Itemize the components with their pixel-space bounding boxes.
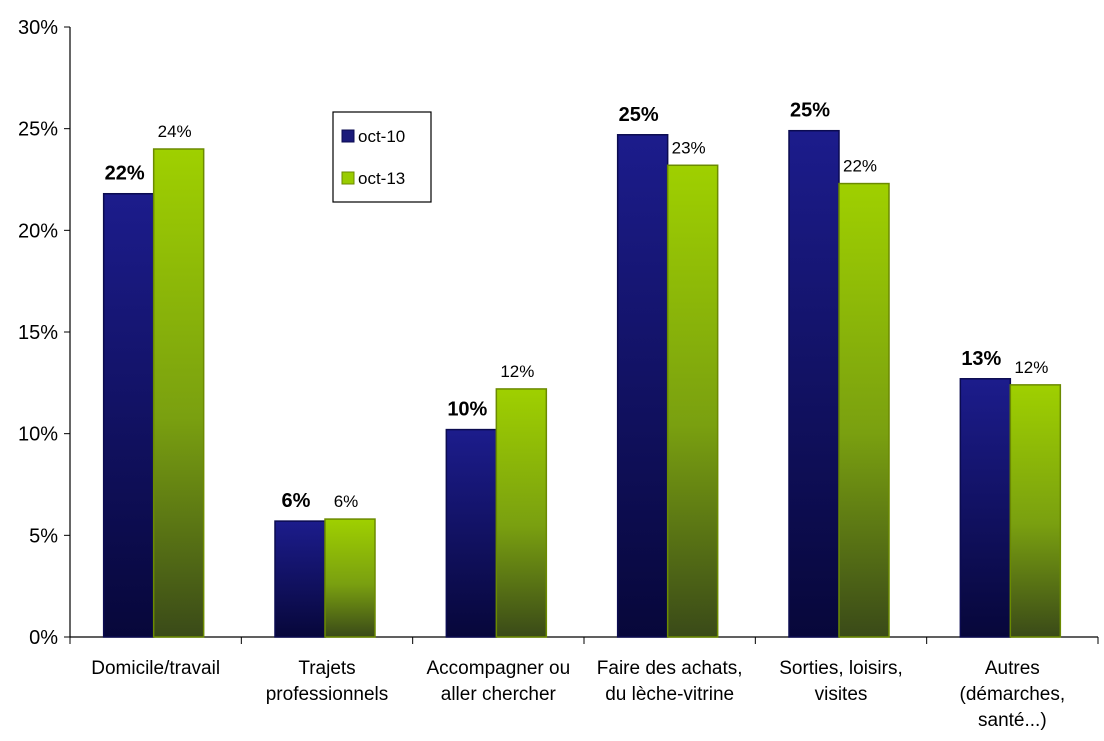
x-tick-label: professionnels: [266, 684, 389, 705]
y-tick-label: 25%: [18, 119, 58, 141]
x-tick-label: (démarches,: [960, 684, 1066, 705]
bar-oct-10-2: [445, 428, 498, 638]
data-label-oct-10-2: 10%: [447, 399, 487, 421]
legend-box: [332, 111, 432, 203]
x-tick-label: du lèche-vitrine: [605, 684, 734, 705]
bar-oct-13-1: [324, 518, 376, 638]
bar-oct-10-0: [102, 192, 155, 638]
legend-swatch-oct-13: [341, 171, 355, 185]
category-labels: Domicile/travail Trajets professionnels Acc…: [91, 658, 1065, 731]
data-label-oct-13-5: 12%: [1014, 358, 1048, 377]
y-tick-label: 20%: [18, 220, 58, 242]
x-tick-label: aller chercher: [441, 684, 557, 705]
x-tick-label: Autres: [985, 658, 1040, 679]
y-tick-label: 0%: [29, 627, 58, 649]
data-labels: 22% 24% 6% 6% 10% 12% 25% 23% 25% 22% 13% 12%: [105, 100, 1049, 512]
bar-oct-10-4: [788, 129, 840, 638]
data-label-oct-13-1: 6%: [334, 492, 359, 511]
x-tick-label: Accompagner ou: [427, 658, 571, 679]
bar-oct-13-3: [666, 164, 719, 638]
x-tick-label: santé...): [978, 710, 1047, 731]
legend-swatch-oct-10: [341, 129, 355, 143]
legend-label-oct-10: oct-10: [358, 127, 405, 146]
data-label-oct-10-1: 6%: [282, 490, 311, 512]
bar-oct-13-5: [1009, 384, 1062, 638]
axes: 0% 5% 10% 15% 20% 25% 30%: [18, 17, 1099, 649]
data-label-oct-13-0: 24%: [158, 122, 192, 141]
y-tick-label: 5%: [29, 525, 58, 547]
data-label-oct-10-5: 13%: [961, 348, 1001, 370]
legend: oct-10 oct-13: [332, 111, 432, 203]
y-tick-label: 10%: [18, 424, 58, 446]
bars: [102, 129, 1062, 638]
x-tick-label: Domicile/travail: [91, 658, 220, 679]
bar-oct-10-3: [616, 134, 669, 638]
data-label-oct-10-4: 25%: [790, 100, 830, 122]
x-tick-label: Faire des achats,: [597, 658, 743, 679]
data-label-oct-10-0: 22%: [105, 163, 145, 185]
bar-oct-13-0: [152, 148, 205, 638]
bar-oct-13-2: [495, 388, 548, 638]
y-tick-label: 15%: [18, 322, 58, 344]
bar-oct-13-4: [838, 182, 890, 638]
data-label-oct-13-3: 23%: [672, 138, 706, 157]
legend-label-oct-13: oct-13: [358, 169, 405, 188]
data-label-oct-13-4: 22%: [843, 157, 877, 176]
bar-oct-10-1: [274, 520, 326, 638]
data-label-oct-10-3: 25%: [619, 104, 659, 126]
x-tick-label: visites: [815, 684, 868, 705]
x-tick-label: Sorties, loisirs,: [779, 658, 903, 679]
y-tick-label: 30%: [18, 17, 58, 39]
bar-oct-10-5: [959, 378, 1012, 638]
data-label-oct-13-2: 12%: [500, 362, 534, 381]
x-tick-label: Trajets: [298, 658, 355, 679]
